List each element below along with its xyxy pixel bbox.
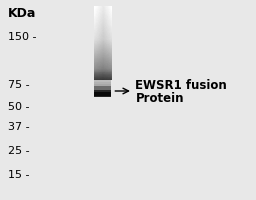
Bar — [94, 86, 111, 90]
Bar — [94, 90, 111, 97]
Text: 50 -: 50 - — [8, 102, 29, 112]
Text: 150 -: 150 - — [8, 32, 36, 42]
Bar — [94, 74, 111, 77]
Bar — [94, 72, 111, 74]
Bar — [94, 77, 111, 79]
Text: 75 -: 75 - — [8, 80, 29, 90]
Text: 37 -: 37 - — [8, 122, 29, 132]
Text: 15 -: 15 - — [8, 170, 29, 180]
Bar — [94, 84, 111, 86]
Text: EWSR1 fusion: EWSR1 fusion — [135, 79, 227, 92]
Text: 25 -: 25 - — [8, 146, 29, 156]
Text: Protein: Protein — [135, 92, 184, 104]
Bar — [94, 82, 111, 84]
Bar — [94, 79, 111, 82]
Bar — [94, 92, 111, 96]
Text: KDa: KDa — [8, 7, 36, 20]
